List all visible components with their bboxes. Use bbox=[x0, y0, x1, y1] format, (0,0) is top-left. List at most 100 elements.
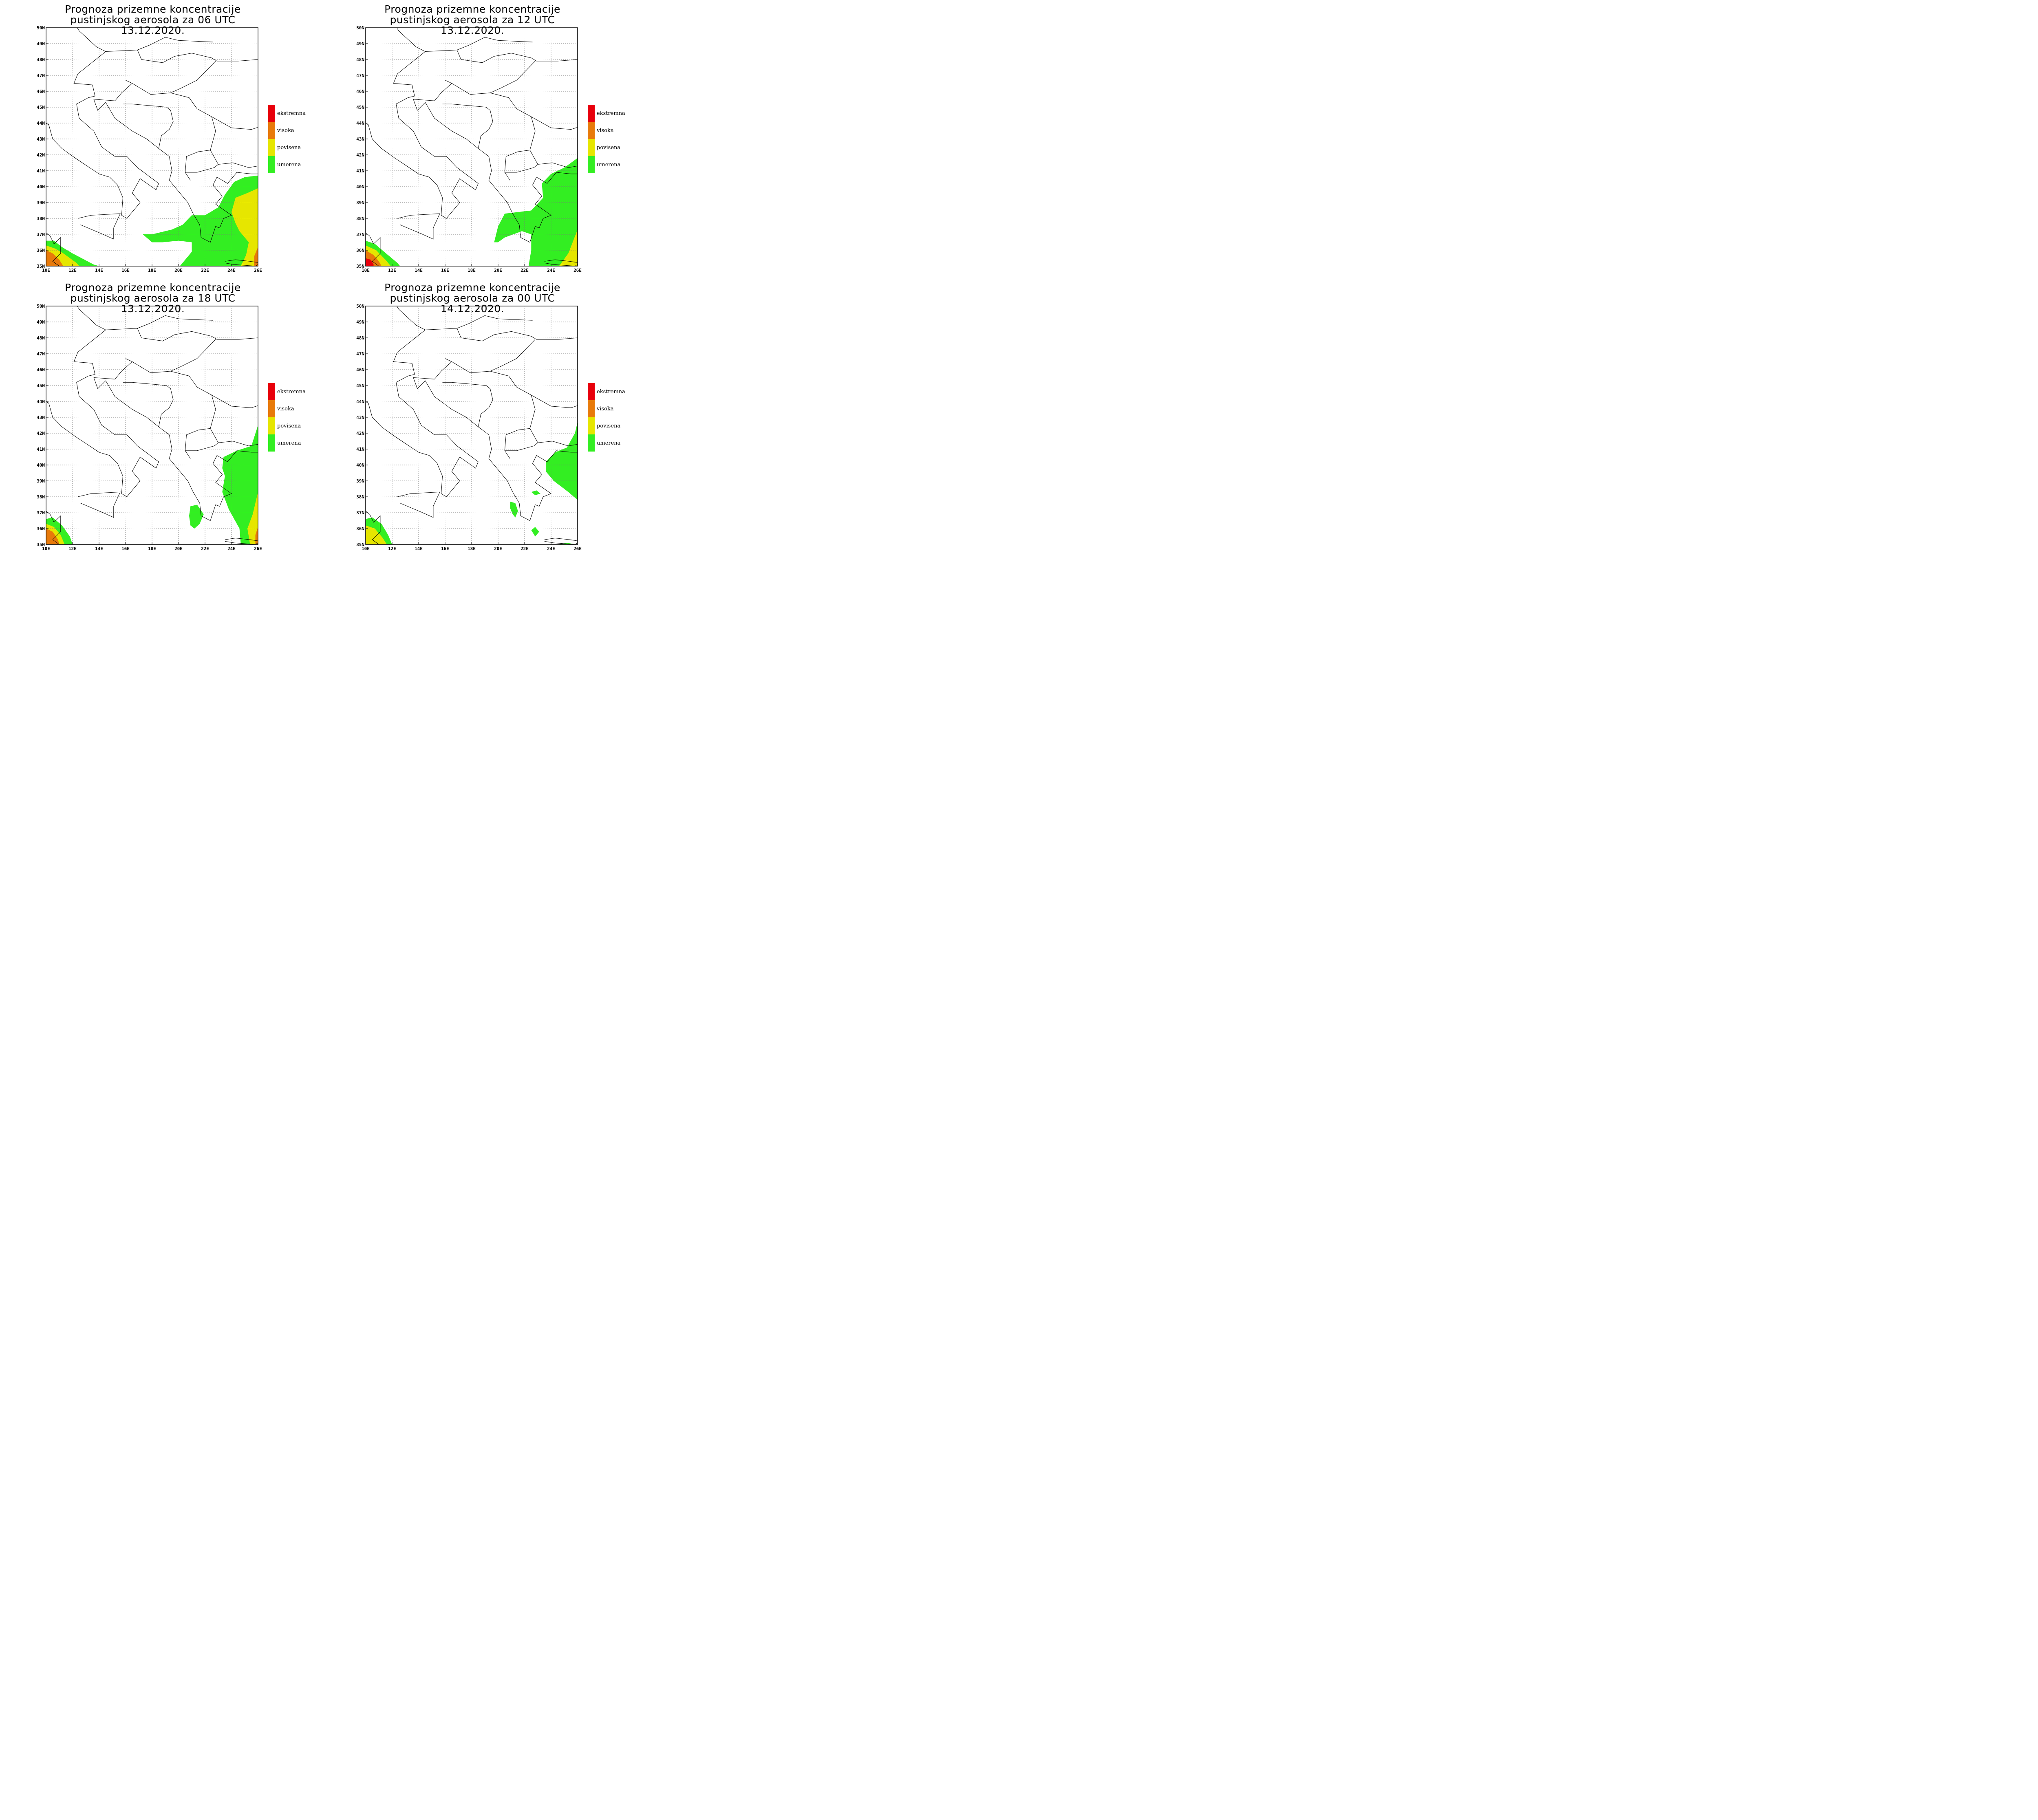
map-area bbox=[46, 28, 258, 266]
coastline-outline bbox=[529, 428, 578, 446]
lon-tick-label: 16E bbox=[441, 268, 449, 273]
region-umerena bbox=[143, 175, 258, 266]
lat-tick-label: 42N bbox=[356, 431, 364, 436]
lon-tick-label: 26E bbox=[573, 546, 582, 551]
lon-tick-label: 20E bbox=[174, 546, 183, 551]
lon-tick-label: 24E bbox=[547, 546, 555, 551]
legend-swatch-ekstremna bbox=[268, 383, 275, 400]
coastline-outline bbox=[413, 361, 452, 379]
map-frame bbox=[365, 306, 578, 545]
lat-tick-label: 42N bbox=[37, 431, 45, 436]
lat-tick-label: 35N bbox=[356, 264, 364, 269]
lon-tick-label: 12E bbox=[388, 268, 396, 273]
legend-label-ekstremna: ekstremna bbox=[277, 110, 306, 117]
title-line-2: pustinjskog aerosola za 00 UTC 14.12.202… bbox=[390, 292, 555, 315]
lat-tick-label: 39N bbox=[37, 200, 45, 205]
lat-tick-label: 41N bbox=[37, 447, 45, 452]
coastline-outline bbox=[577, 187, 578, 188]
lat-tick-label: 40N bbox=[356, 184, 364, 189]
legend-swatch-ekstremna bbox=[588, 383, 595, 400]
coastline-outline bbox=[366, 73, 479, 219]
coastline-outline bbox=[93, 377, 258, 521]
title-line-1: Prognoza prizemne koncentracije bbox=[384, 3, 560, 15]
lon-tick-label: 22E bbox=[201, 546, 209, 551]
region-ekstremna bbox=[366, 258, 374, 266]
legend-swatch-visoka bbox=[268, 122, 275, 139]
lon-tick-label: 10E bbox=[362, 268, 370, 273]
coastline-outline bbox=[46, 73, 159, 219]
forecast-map: 10E 12E 14E 16E 18E 20E 22E 24E 26E 35N 36N 37N 38N 3… bbox=[356, 25, 625, 273]
legend-swatch-umerena bbox=[268, 434, 275, 452]
lon-tick-label: 26E bbox=[254, 268, 262, 273]
legend-label-visoka: visoka bbox=[596, 406, 614, 412]
forecast-map: 10E 12E 14E 16E 18E 20E 22E 24E 26E 35N 36N 37N 38N 3… bbox=[37, 25, 306, 273]
title-line-2: pustinjskog aerosola za 06 UTC 13.12.202… bbox=[70, 14, 236, 36]
lat-tick-label: 46N bbox=[356, 89, 364, 94]
coastline-outline bbox=[46, 352, 159, 497]
coastline-outline bbox=[445, 61, 536, 95]
lat-tick-label: 46N bbox=[356, 367, 364, 372]
lon-tick-label: 14E bbox=[415, 268, 423, 273]
lat-tick-label: 42N bbox=[356, 152, 364, 158]
lat-tick-label: 36N bbox=[356, 248, 364, 253]
lat-tick-label: 41N bbox=[37, 168, 45, 174]
lat-tick-label: 48N bbox=[356, 335, 364, 341]
lat-tick-label: 43N bbox=[356, 137, 364, 142]
coastline-outline bbox=[46, 232, 61, 266]
lat-tick-label: 48N bbox=[356, 57, 364, 62]
coastline-outline bbox=[170, 371, 216, 459]
lat-tick-label: 50N bbox=[37, 25, 45, 31]
lon-tick-label: 26E bbox=[573, 268, 582, 273]
forecast-map: 10E 12E 14E 16E 18E 20E 22E 24E 26E 35N 36N 37N 38N 3… bbox=[37, 304, 306, 551]
lat-tick-label: 40N bbox=[37, 463, 45, 468]
region-umerena bbox=[531, 527, 539, 537]
legend-swatch-povisena bbox=[588, 417, 595, 434]
lat-tick-label: 40N bbox=[356, 463, 364, 468]
lon-tick-label: 18E bbox=[468, 546, 476, 551]
lat-tick-label: 35N bbox=[37, 542, 45, 547]
legend-swatch-povisena bbox=[268, 139, 275, 156]
lat-tick-label: 42N bbox=[37, 152, 45, 158]
region-povisena bbox=[232, 188, 258, 266]
lon-tick-label: 12E bbox=[388, 546, 396, 551]
legend-swatch-visoka bbox=[588, 400, 595, 417]
coastline-outline bbox=[225, 538, 258, 544]
coastline-outline bbox=[396, 28, 426, 52]
coastline-outline bbox=[123, 104, 174, 149]
legend-label-visoka: visoka bbox=[596, 128, 614, 134]
lat-tick-label: 47N bbox=[37, 73, 45, 78]
lon-tick-label: 18E bbox=[148, 268, 156, 273]
coastline-outline bbox=[529, 150, 578, 168]
lat-tick-label: 43N bbox=[356, 415, 364, 420]
coastline-outline bbox=[77, 306, 106, 330]
lat-tick-label: 45N bbox=[37, 383, 45, 388]
lat-tick-label: 37N bbox=[37, 232, 45, 237]
title-line-1: Prognoza prizemne koncentracije bbox=[384, 282, 560, 293]
coastline-outline bbox=[210, 428, 258, 446]
coastline-outline bbox=[77, 50, 258, 74]
coastline-outline bbox=[77, 328, 258, 353]
coastline-outline bbox=[442, 382, 493, 427]
coastline-outline bbox=[445, 339, 536, 373]
legend-swatch-umerena bbox=[588, 434, 595, 452]
coastline-outline bbox=[185, 164, 218, 173]
legend-label-visoka: visoka bbox=[277, 406, 294, 412]
lon-tick-label: 12E bbox=[68, 546, 77, 551]
lat-tick-label: 37N bbox=[37, 510, 45, 516]
map-area bbox=[366, 28, 578, 266]
coastline-outline bbox=[397, 50, 578, 74]
region-visoka bbox=[46, 250, 64, 266]
lat-tick-label: 45N bbox=[356, 383, 364, 388]
legend-label-povisena: povisena bbox=[277, 423, 301, 429]
lat-tick-label: 46N bbox=[37, 367, 45, 372]
coastline-outline bbox=[442, 104, 493, 149]
lat-tick-label: 49N bbox=[356, 319, 364, 325]
lon-tick-label: 16E bbox=[121, 546, 130, 551]
lon-tick-label: 14E bbox=[95, 546, 103, 551]
legend-label-umerena: umerena bbox=[597, 440, 621, 446]
coastline-outline bbox=[397, 491, 440, 518]
coastline-outline bbox=[366, 511, 381, 544]
coastline-outline bbox=[577, 465, 578, 466]
lat-tick-label: 45N bbox=[356, 105, 364, 110]
legend-label-ekstremna: ekstremna bbox=[277, 389, 306, 395]
